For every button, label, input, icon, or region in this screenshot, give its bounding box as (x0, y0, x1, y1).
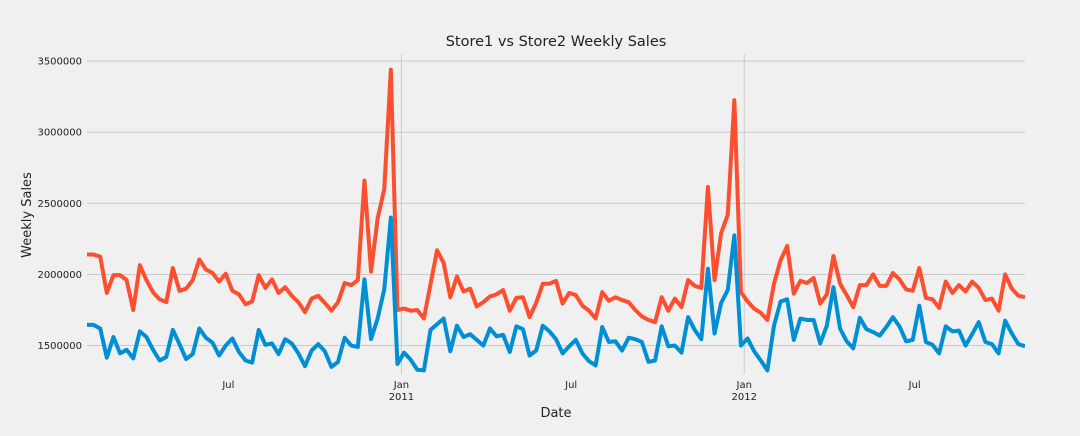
tick-labels: 1500000 2000000 2500000 3000000 3500000 Jul Ja… (37, 57, 920, 403)
series-lines (87, 67, 1025, 373)
y-tick-label: 3500000 (37, 57, 82, 68)
grid (87, 54, 1025, 374)
y-tick-label: 2000000 (37, 270, 82, 281)
series-line-store2 (87, 215, 1025, 373)
x-axis-label: Date (540, 406, 571, 421)
y-tick-label: 2500000 (37, 199, 82, 210)
x-tick-label-year: 2011 (389, 392, 414, 403)
y-tick-label: 1500000 (37, 341, 82, 352)
y-axis-label: Weekly Sales (20, 172, 35, 258)
x-tick-label: Jul (221, 380, 234, 391)
x-tick-label: Jul (908, 380, 921, 391)
x-tick-label: Jan (736, 380, 752, 391)
x-tick-label: Jul (564, 380, 577, 391)
y-tick-label: 3000000 (37, 128, 82, 139)
series-line-store1 (87, 67, 1025, 325)
x-tick-label-year: 2012 (732, 392, 757, 403)
chart-title: Store1 vs Store2 Weekly Sales (446, 34, 667, 50)
x-tick-label: Jan (393, 380, 409, 391)
